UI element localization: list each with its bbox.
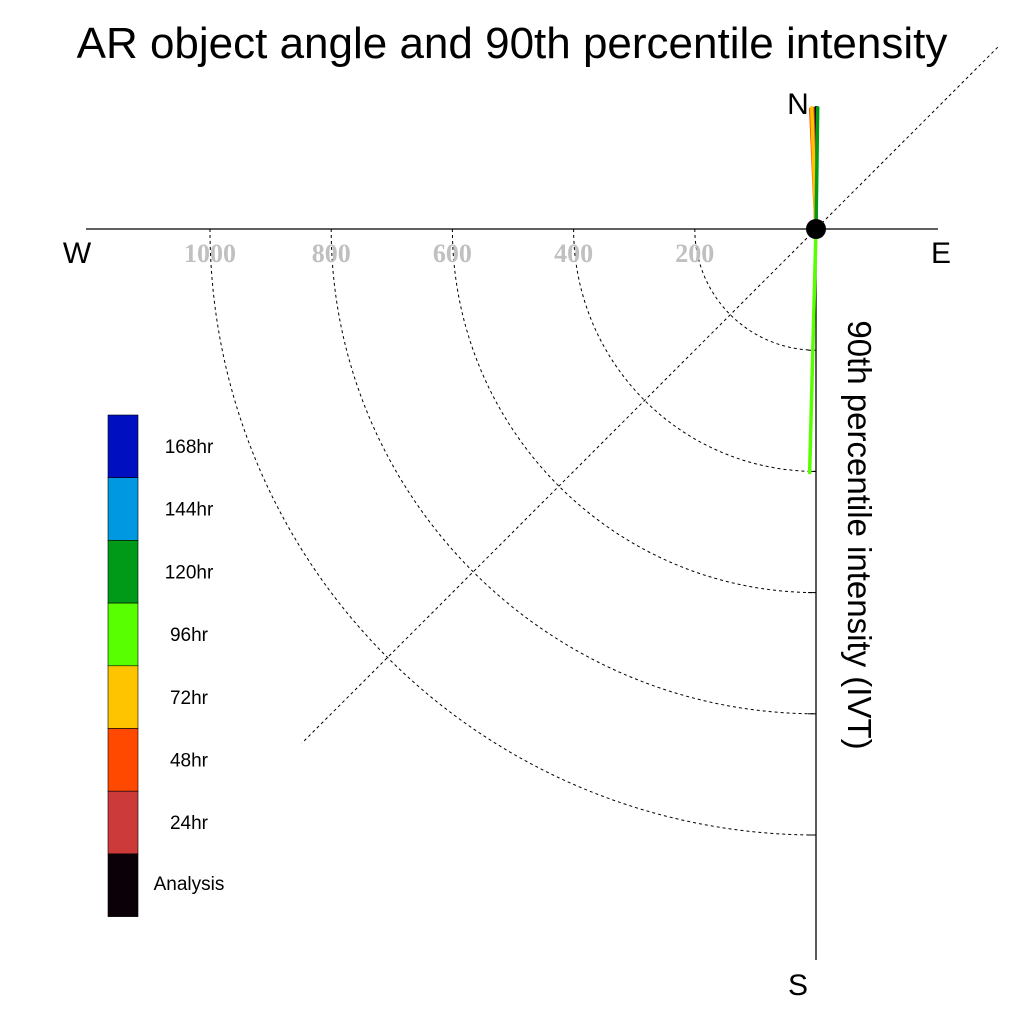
legend-swatch-144hr — [107, 477, 139, 541]
legend-label-144hr: 144hr — [165, 500, 214, 521]
legend-label-96hr: 96hr — [170, 625, 209, 646]
north-label: N — [787, 88, 809, 121]
grid-arc-400 — [573, 228, 817, 472]
radial-tick-labels: 200 400 600 800 1000 — [184, 239, 714, 268]
legend-label-analysis: Analysis — [154, 874, 225, 895]
intensity-vectors — [807, 106, 820, 475]
legend-label-168hr: 168hr — [165, 437, 214, 458]
legend-swatch-96hr — [107, 602, 139, 667]
legend-swatch-48hr — [107, 728, 139, 792]
chart-title: AR object angle and 90th percentile inte… — [77, 19, 948, 68]
tick-label-1000: 1000 — [184, 239, 236, 268]
vector-120hr — [814, 106, 820, 231]
legend-swatch-120hr — [107, 540, 139, 604]
vector-96hr — [807, 227, 818, 475]
west-label: W — [63, 237, 92, 270]
legend-swatch-168hr — [107, 414, 139, 479]
east-label: E — [931, 237, 951, 270]
legend-swatch-72hr — [107, 665, 139, 729]
origin-marker — [806, 219, 826, 239]
tick-label-600: 600 — [433, 239, 472, 268]
tick-label-200: 200 — [675, 239, 714, 268]
grid-arc-800 — [330, 228, 817, 715]
grid-arc-1000 — [209, 228, 817, 836]
radial-axis-title: 90th percentile intensity (IVT) — [841, 320, 878, 749]
legend-label-120hr: 120hr — [165, 562, 214, 583]
grid-arc-600 — [451, 228, 817, 594]
tick-label-800: 800 — [312, 239, 351, 268]
tick-label-400: 400 — [554, 239, 593, 268]
south-label: S — [788, 969, 808, 1002]
legend-swatch-24hr — [107, 790, 139, 855]
legend-label-72hr: 72hr — [170, 688, 209, 709]
grid-arc-200 — [694, 228, 817, 351]
polar-grid — [209, 46, 999, 836]
legend-label-48hr: 48hr — [170, 751, 209, 772]
legend-label-24hr: 24hr — [170, 813, 209, 834]
diagonal-guide — [301, 46, 999, 744]
legend: 168hr 144hr 120hr 96hr 72hr 48hr 24hr Analysis — [107, 414, 225, 917]
legend-swatch-analysis — [107, 853, 139, 917]
